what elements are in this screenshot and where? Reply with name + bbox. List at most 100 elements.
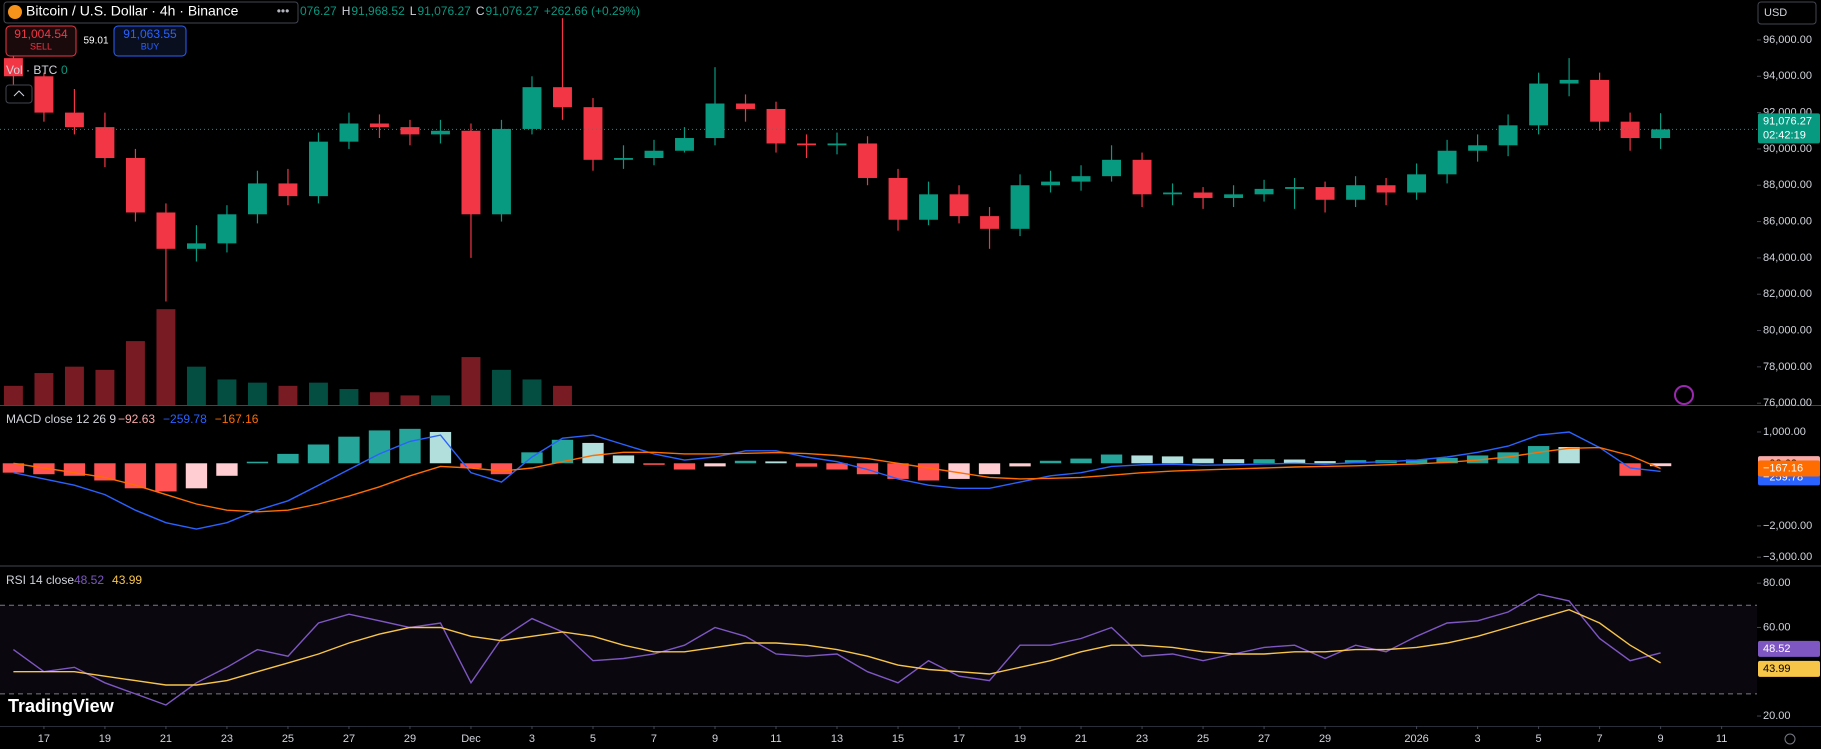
candle-body xyxy=(186,243,206,249)
rsi-axis-tag-box xyxy=(1758,640,1820,657)
candle-body xyxy=(34,76,54,113)
pane-title: RSI 14 close xyxy=(6,573,74,587)
macd-line xyxy=(13,446,1661,513)
histogram-bar xyxy=(1192,458,1214,464)
volume-bar xyxy=(553,385,572,405)
candle-body xyxy=(1590,79,1610,122)
histogram-bar xyxy=(582,442,604,464)
volume-bar xyxy=(125,341,145,405)
brand-logo: TradingView xyxy=(8,696,115,716)
rsi-axis-tag: 43.99 xyxy=(1763,663,1791,675)
candle-body xyxy=(522,87,542,129)
x-tick-label: 11 xyxy=(770,733,781,745)
x-tick-label: 25 xyxy=(1197,733,1209,745)
rsi-axis-tag-box xyxy=(1758,660,1820,677)
macd-axis-tag-box xyxy=(1758,460,1820,477)
volume-bar xyxy=(492,369,511,405)
currency-selector[interactable] xyxy=(1757,1,1817,25)
x-tick-label: 29 xyxy=(1319,733,1331,745)
histogram-bar xyxy=(124,463,147,489)
candle-body xyxy=(64,112,84,128)
y-tick-label: 86,000.00 xyxy=(1763,215,1812,227)
more-button[interactable]: ••• xyxy=(277,4,290,18)
volume-bar xyxy=(34,373,54,405)
ohlc-item: L xyxy=(410,4,417,18)
histogram-bar xyxy=(1619,463,1641,476)
ohlc-item: 91,968.52 xyxy=(351,4,405,18)
pane-title: MACD close 12 26 9 xyxy=(6,412,116,426)
histogram-bar xyxy=(948,463,970,479)
candle-body xyxy=(400,127,420,135)
x-tick-label: 13 xyxy=(831,733,843,745)
last-price: 91,076.27 xyxy=(1763,115,1812,127)
candle-body xyxy=(1193,192,1213,198)
histogram-bar xyxy=(826,463,848,470)
volume-bar xyxy=(186,366,206,405)
buy-button[interactable] xyxy=(113,25,187,57)
countdown: 02:42:19 xyxy=(1763,129,1806,141)
candle-body xyxy=(1041,181,1060,186)
buy-label: BUY xyxy=(141,41,160,51)
collapse-icon xyxy=(13,90,25,97)
histogram-bar xyxy=(734,460,757,464)
histogram-bar xyxy=(33,463,55,475)
candle-body xyxy=(919,194,938,220)
collapse-button[interactable] xyxy=(5,84,33,104)
histogram-bar xyxy=(1527,446,1550,464)
histogram-bar xyxy=(246,461,269,464)
x-tick-label: 17 xyxy=(953,733,965,745)
histogram-bar xyxy=(551,439,574,464)
candle-body xyxy=(339,123,359,142)
histogram-bar xyxy=(1039,460,1062,464)
volume-bar xyxy=(156,309,176,405)
ohlc-item: H xyxy=(342,4,351,18)
y-tick-label: 1,000.00 xyxy=(1763,426,1806,438)
histogram-bar xyxy=(1405,459,1428,464)
x-tick-label: 25 xyxy=(282,733,294,745)
y-tick-label: 96,000.00 xyxy=(1763,34,1812,46)
symbol-box[interactable] xyxy=(3,1,299,24)
candle-body xyxy=(1010,185,1030,229)
histogram-bar xyxy=(1436,457,1458,464)
histogram-bar xyxy=(1344,460,1367,464)
candle-body xyxy=(1498,125,1518,146)
candle-body xyxy=(492,128,511,215)
legend-value: 43.99 xyxy=(112,573,142,587)
volume-bar xyxy=(339,389,359,405)
volume-value: 0 xyxy=(61,63,68,77)
candle-body xyxy=(1407,174,1427,193)
volume-bar xyxy=(95,369,115,405)
last-price-box xyxy=(1758,113,1820,144)
legend-value: −167.16 xyxy=(215,412,259,426)
candle-body xyxy=(1376,185,1396,193)
candle-body xyxy=(1224,194,1244,198)
candle-body xyxy=(1163,192,1183,195)
spread: 59.01 xyxy=(83,36,108,47)
histogram-bar xyxy=(917,463,940,481)
y-tick-label: 94,000.00 xyxy=(1763,70,1812,82)
candle-body xyxy=(827,143,847,146)
candle-body xyxy=(797,143,816,146)
x-tick-label: 3 xyxy=(1475,733,1481,745)
sell-button[interactable] xyxy=(5,25,77,57)
candle-body xyxy=(156,212,176,249)
histogram-bar xyxy=(1070,458,1092,464)
candle-body xyxy=(1315,187,1335,200)
legend-value: −92.63 xyxy=(118,412,155,426)
flash-icon[interactable] xyxy=(1674,385,1694,405)
ohlc-item: 91,076.27 xyxy=(486,4,540,18)
settings-icon[interactable] xyxy=(1784,733,1796,745)
x-tick-label: 17 xyxy=(38,733,50,745)
histogram-bar xyxy=(2,463,25,473)
candle-body xyxy=(370,123,389,128)
x-tick-label: 19 xyxy=(1014,733,1026,745)
candle-body xyxy=(1102,159,1122,177)
histogram-bar xyxy=(673,463,696,470)
x-tick-label: 5 xyxy=(1536,733,1542,745)
legend-value: 48.52 xyxy=(74,573,104,587)
candle-body xyxy=(1437,150,1457,175)
y-tick-label: 80.00 xyxy=(1763,577,1791,589)
x-tick-label: 3 xyxy=(529,733,535,745)
y-tick-label: 80,000.00 xyxy=(1763,324,1812,336)
candle-body xyxy=(1468,145,1488,151)
